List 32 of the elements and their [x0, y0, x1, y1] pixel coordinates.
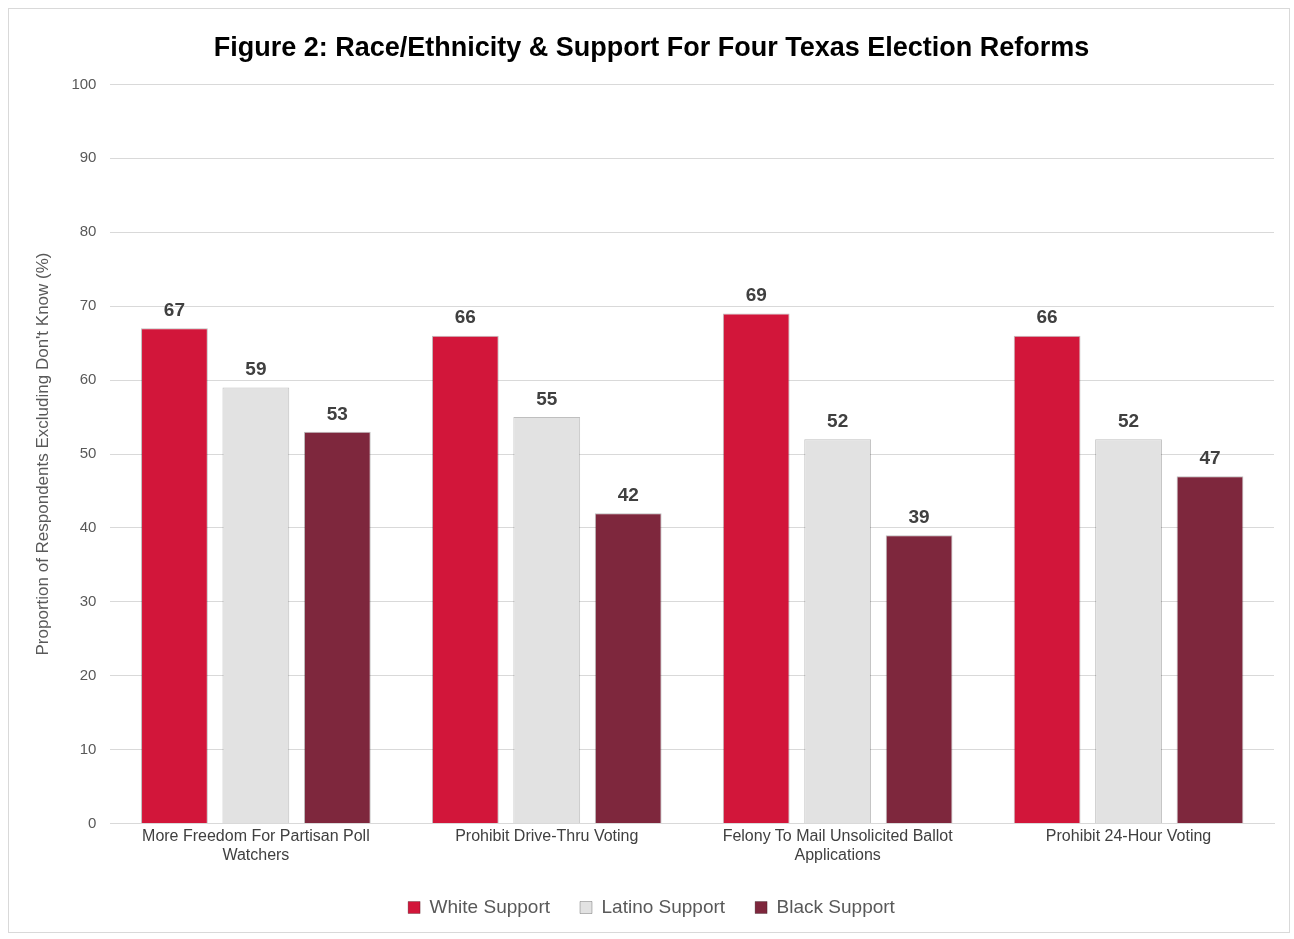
y-tick-label: 0 [88, 813, 97, 831]
y-axis-title: Proportion of Respondents Excluding Don't Know (%) [32, 252, 52, 656]
data-label: 55 [536, 387, 558, 409]
data-label: 53 [326, 402, 348, 424]
x-tick-label: More Freedom For Partisan Poll Watchers [142, 826, 370, 863]
data-label: 66 [454, 306, 476, 328]
legend-label: White Support [429, 895, 551, 917]
x-tick-label: Prohibit Drive-Thru Voting [455, 826, 639, 844]
y-tick-label: 10 [79, 739, 97, 757]
data-label: 69 [745, 284, 767, 306]
y-tick-label: 30 [79, 591, 97, 609]
data-label: 39 [908, 506, 930, 528]
data-label: 66 [1036, 306, 1058, 328]
data-label: 59 [245, 358, 267, 380]
data-label: 67 [163, 299, 185, 321]
data-label: 42 [617, 483, 639, 505]
y-tick-label: 20 [79, 665, 97, 683]
x-tick-label: Prohibit 24-Hour Voting [1045, 826, 1212, 844]
y-tick-label: 40 [79, 518, 97, 536]
y-tick-label: 80 [79, 222, 97, 240]
x-tick-label: Felony To Mail Unsolicited Ballot Applications [722, 826, 954, 863]
chart-title: Figure 2: Race/Ethnicity & Support For Four Texas Election Reforms [213, 31, 1090, 62]
y-tick-label: 90 [79, 148, 97, 166]
data-label: 52 [1117, 409, 1140, 431]
data-label: 47 [1199, 446, 1221, 468]
legend-label: Latino Support [601, 895, 726, 917]
data-label: 52 [827, 409, 849, 431]
y-tick-label: 50 [79, 444, 97, 462]
y-tick-label: 70 [79, 296, 97, 314]
y-tick-label: 100 [71, 74, 97, 92]
legend-label: Black Support [776, 895, 896, 917]
y-tick-label: 60 [79, 370, 97, 388]
